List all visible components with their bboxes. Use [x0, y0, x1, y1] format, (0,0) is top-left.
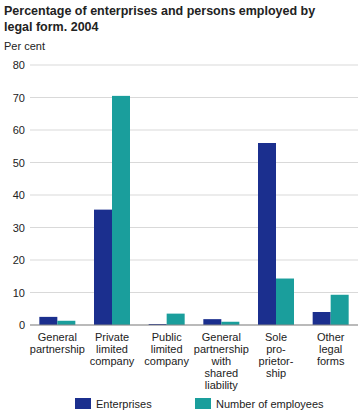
bars [39, 96, 348, 325]
legend-swatch [75, 398, 91, 409]
y-tick-label: 80 [13, 59, 25, 71]
bar [313, 312, 331, 325]
x-tick-line: company [144, 355, 189, 367]
grid-line [30, 162, 358, 163]
grid-line [30, 130, 358, 131]
x-tick-line: Sole [265, 331, 287, 343]
x-tick-line: company [90, 355, 135, 367]
grid-line [30, 97, 358, 98]
legend-swatch [195, 398, 211, 409]
x-tick-line: partnership [30, 343, 85, 355]
y-tick-label: 0 [19, 319, 25, 331]
grid-line [30, 65, 358, 66]
bar [276, 279, 294, 325]
y-label: Per cent [4, 40, 45, 52]
grid-line [30, 227, 358, 228]
x-tick-label: Privatelimitedcompany [90, 331, 135, 367]
bar [203, 319, 221, 325]
grid-line [30, 325, 358, 326]
bar [258, 143, 276, 325]
bar [167, 314, 185, 325]
legend-label: Number of employees [216, 398, 324, 410]
x-tick-line: forms [317, 355, 345, 367]
y-tick-label: 60 [13, 124, 25, 136]
x-tick-label: Otherlegalforms [317, 331, 345, 367]
y-tick-label: 10 [13, 287, 25, 299]
x-tick-line: liability [205, 379, 239, 391]
y-tick-label: 30 [13, 222, 25, 234]
bar [57, 321, 75, 325]
y-tick-label: 40 [13, 189, 25, 201]
grid-line [30, 195, 358, 196]
x-tick-line: Private [95, 331, 129, 343]
x-tick-line: Public [152, 331, 182, 343]
legend-label: Enterprises [96, 398, 152, 410]
x-tick-line: pro- [266, 343, 286, 355]
chart: Percentage of enterprises and persons em… [0, 0, 364, 418]
bar [94, 210, 112, 325]
bar [331, 295, 349, 325]
bar [112, 96, 130, 325]
x-tick-line: limited [151, 343, 183, 355]
x-tick-line: ship [266, 367, 286, 379]
x-tick-label: Solepro-prietor-ship [259, 331, 294, 379]
y-tick-label: 70 [13, 92, 25, 104]
x-tick-line: with [211, 355, 232, 367]
title: Percentage of enterprises and persons em… [4, 4, 315, 34]
x-tick-label: Generalpartnership [30, 331, 85, 355]
y-tick-label: 20 [13, 254, 25, 266]
x-tick-line: Other [317, 331, 345, 343]
title-line: legal form. 2004 [4, 20, 99, 34]
y-tick-label: 50 [13, 157, 25, 169]
x-tick-line: General [202, 331, 241, 343]
x-tick-line: limited [96, 343, 128, 355]
bar [39, 317, 57, 325]
x-tick-label: Publiclimitedcompany [144, 331, 189, 367]
x-tick-label: Generalpartnershipwithsharedliability [194, 331, 249, 391]
x-tick-line: shared [205, 367, 239, 379]
x-tick-line: legal [319, 343, 342, 355]
grid-line [30, 260, 358, 261]
x-tick-line: General [38, 331, 77, 343]
grid-line [30, 292, 358, 293]
x-tick-line: partnership [194, 343, 249, 355]
x-tick-line: prietor- [259, 355, 294, 367]
title-line: Percentage of enterprises and persons em… [4, 4, 315, 18]
x-axis [30, 325, 358, 326]
